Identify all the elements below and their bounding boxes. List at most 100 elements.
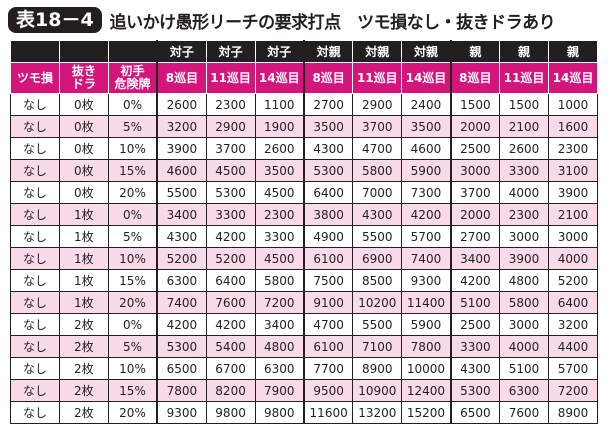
table-cell: 2枚 (58, 313, 109, 336)
header-cell (58, 40, 109, 63)
table-cell: 4600 (401, 137, 452, 160)
header-cell: 初手 危険牌 (107, 62, 158, 94)
table-cell: 3300 (254, 225, 305, 248)
table-cell: 2500 (449, 137, 501, 160)
table-number-badge: 表18－4 (8, 7, 102, 33)
table-cell: 15% (107, 269, 158, 292)
table-cell: 2700 (449, 225, 501, 248)
table-title: 表18－4 追いかけ愚形リーチの要求打点 ツモ損なし・抜きドラあり (8, 6, 556, 34)
table-cell: 6500 (449, 401, 501, 424)
table-cell: 4500 (205, 159, 256, 182)
table-cell: 1枚 (58, 269, 109, 292)
header-cell: 対親 (401, 40, 452, 63)
table-cell: 3300 (499, 159, 549, 182)
table-cell: 4500 (254, 181, 305, 204)
header-cell: ツモ損 (10, 62, 60, 94)
table-cell: 6100 (302, 335, 354, 358)
table-cell: 1枚 (58, 225, 109, 248)
table-cell: 5% (107, 225, 158, 248)
table-cell: 8500 (352, 269, 403, 292)
table-cell: 11400 (401, 291, 452, 314)
table-cell: 7400 (156, 291, 207, 314)
header-cell: 8巡目 (156, 62, 207, 94)
table-cell: 9300 (401, 269, 452, 292)
table-cell: 6400 (547, 291, 599, 314)
header-cell: 対子 (205, 40, 256, 63)
table-row: なし 1枚 15% 6300 6400 5800 7500 8500 9300 4200 4800 5… (10, 269, 599, 292)
header-cell: 親 (449, 40, 501, 63)
header-cell: 14巡目 (254, 62, 305, 94)
table-cell: 0枚 (58, 159, 109, 182)
table-cell: 7000 (352, 181, 403, 204)
table-cell: 15200 (401, 401, 452, 424)
table-row: なし 2枚 5% 5300 5400 4800 6100 7100 7800 3300 4000 44… (10, 335, 599, 358)
table-cell: 0枚 (58, 93, 109, 116)
table-cell: 4300 (352, 203, 403, 226)
table-cell: 15% (107, 379, 158, 402)
table-cell: 5300 (302, 159, 354, 182)
table-cell: 3900 (156, 137, 207, 160)
table-cell: 2400 (401, 93, 452, 116)
table-cell: 3400 (254, 313, 305, 336)
table-cell: 9500 (302, 379, 354, 402)
table-row: なし 1枚 20% 7400 7600 7200 9100 10200 11400 5100 580… (10, 291, 599, 314)
table-cell: 7200 (254, 291, 305, 314)
table-cell: 6100 (302, 247, 354, 270)
table-cell: 7700 (302, 357, 354, 380)
table-cell: 4500 (254, 247, 305, 270)
table-cell: 5800 (254, 269, 305, 292)
table-row: なし 2枚 10% 6500 6700 6300 7700 8900 10000 4300 5100… (10, 357, 599, 380)
table-cell: 1100 (254, 93, 305, 116)
table-cell: 4600 (156, 159, 207, 182)
table-cell: 7600 (205, 291, 256, 314)
table-cell: 5500 (156, 181, 207, 204)
table-cell: 7400 (401, 247, 452, 270)
table-cell: 9800 (254, 401, 305, 424)
table-cell: 2300 (499, 203, 549, 226)
table-cell: なし (10, 159, 60, 182)
table-cell: 12400 (401, 379, 452, 402)
table-cell: 7500 (302, 269, 354, 292)
table-cell: 0% (107, 203, 158, 226)
table-cell: 2300 (547, 137, 599, 160)
table-cell: なし (10, 335, 60, 358)
table-cell: 5200 (547, 269, 599, 292)
table-cell: 6300 (254, 357, 305, 380)
table-cell: 15% (107, 159, 158, 182)
table-cell: 4000 (499, 335, 549, 358)
header-cell: 11巡目 (499, 62, 549, 94)
table-cell: 2枚 (58, 357, 109, 380)
table-row: なし 2枚 20% 9300 9800 9800 11600 13200 15200 6500 76… (10, 401, 599, 424)
table-row: なし 0枚 0% 2600 2300 1100 2700 2900 2400 1500 1500 10… (10, 93, 599, 116)
header-cell: 8巡目 (449, 62, 501, 94)
table-cell: 10% (107, 357, 158, 380)
table-cell: 2枚 (58, 379, 109, 402)
header-cell: 親 (547, 40, 599, 63)
table-cell: 7300 (401, 181, 452, 204)
table-cell: 8200 (205, 379, 256, 402)
required-points-table: 対子 対子 対子 対親 対親 対親親親親 ツモ損 抜き ドラ 初手 危険牌 8巡目 11巡目 14巡… (10, 40, 599, 424)
table-cell: なし (10, 291, 60, 314)
table-cell: 9100 (302, 291, 354, 314)
table-cell: 20% (107, 291, 158, 314)
table-cell: 5100 (449, 291, 501, 314)
table-cell: なし (10, 401, 60, 424)
table-cell: 4300 (302, 137, 354, 160)
table-cell: 3500 (254, 159, 305, 182)
table-cell: なし (10, 357, 60, 380)
table-cell: 5900 (401, 313, 452, 336)
table-row: なし 0枚 20% 5500 5300 4500 6400 7000 7300 3700 4000 3… (10, 181, 599, 204)
table-cell: 2600 (156, 93, 207, 116)
table-cell: なし (10, 247, 60, 270)
table-cell: 5300 (449, 379, 501, 402)
header-cell: 対子 (254, 40, 305, 63)
table-cell: 3700 (205, 137, 256, 160)
header-cell: 親 (499, 40, 549, 63)
header-cell: 対子 (156, 40, 207, 63)
table-cell: 3100 (547, 159, 599, 182)
table-cell: 6300 (156, 269, 207, 292)
table-cell: 4000 (499, 181, 549, 204)
header-cell (107, 40, 158, 63)
header-cell: 14巡目 (547, 62, 599, 94)
table-cell: 3200 (156, 115, 207, 138)
